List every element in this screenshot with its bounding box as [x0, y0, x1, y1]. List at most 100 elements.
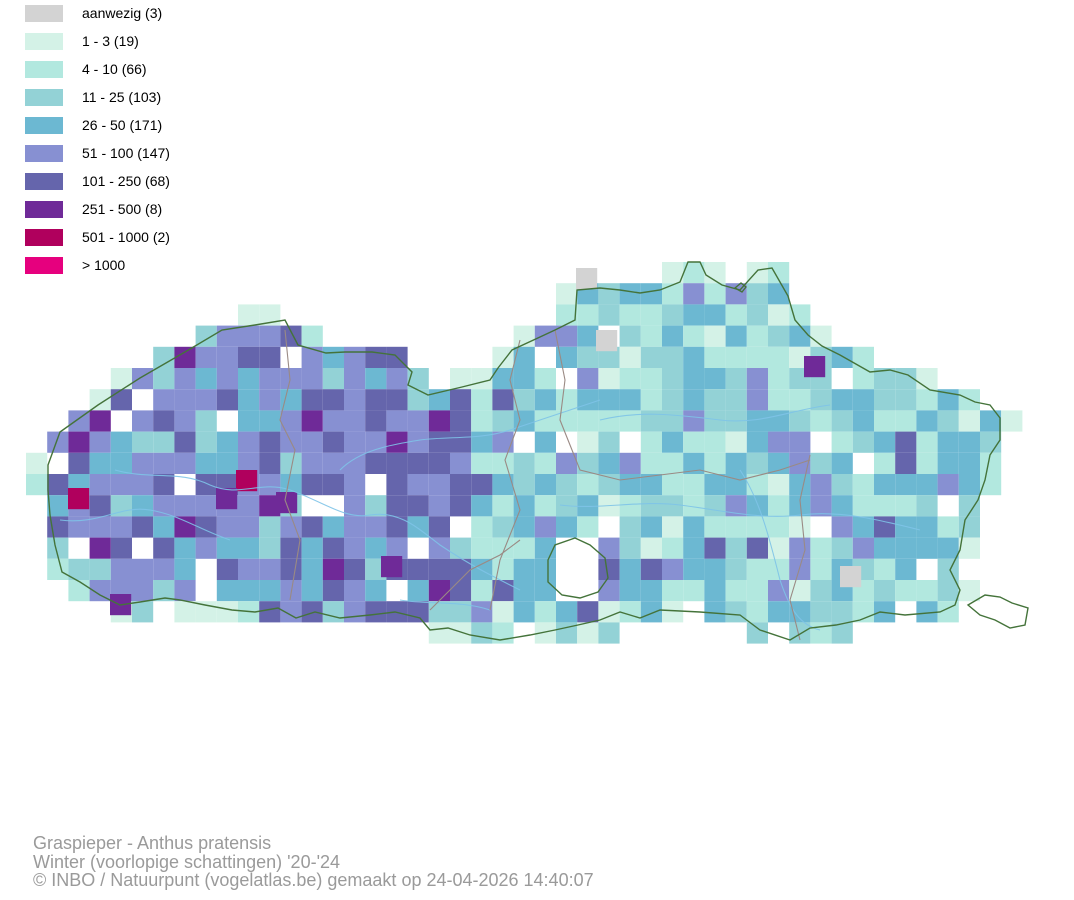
grid-cell — [640, 389, 662, 411]
grid-cell — [280, 389, 302, 411]
grid-cell — [195, 431, 217, 453]
grid-cell — [746, 495, 768, 517]
legend-label: aanwezig (3) — [82, 5, 163, 21]
grid-cell — [831, 516, 853, 538]
grid-cell — [259, 431, 281, 453]
grid-cell — [344, 601, 366, 623]
grid-cell — [89, 452, 111, 474]
grid-cell — [640, 537, 662, 559]
grid-cell — [492, 516, 514, 538]
grid-cell — [110, 452, 132, 474]
grid-cell — [471, 601, 493, 623]
grid-cell — [110, 537, 132, 559]
river — [339, 399, 601, 471]
grid-cell — [937, 452, 959, 474]
grid-cell — [195, 537, 217, 559]
grid-cell — [471, 474, 493, 496]
grid-cell — [238, 325, 260, 347]
grid-cell — [216, 537, 238, 559]
grid-cell — [768, 495, 790, 517]
grid-cell — [937, 516, 959, 538]
grid-cell — [450, 474, 472, 496]
grid-cell — [683, 283, 705, 305]
grid-cell — [174, 452, 196, 474]
grid-cell — [895, 452, 917, 474]
grid-cell — [280, 452, 302, 474]
grid-cell — [365, 601, 387, 623]
grid-cell — [132, 580, 154, 602]
grid-cell — [68, 452, 90, 474]
grid-cell — [852, 410, 874, 432]
legend-label: 501 - 1000 (2) — [82, 229, 170, 245]
grid-cell — [556, 389, 578, 411]
grid-cell — [725, 304, 747, 326]
grid-cell — [26, 474, 48, 496]
grid-cell — [322, 431, 344, 453]
grid-cell — [768, 389, 790, 411]
grid-cell — [89, 431, 111, 453]
region-border — [47, 261, 1029, 641]
grid-cell — [662, 262, 684, 284]
grid-cell — [492, 431, 514, 453]
grid-cell — [725, 558, 747, 580]
grid-cell — [768, 474, 790, 496]
grid-cell — [344, 558, 366, 580]
grid-cell — [492, 410, 514, 432]
grid-cell — [725, 537, 747, 559]
grid-cell — [768, 262, 790, 284]
district-boundary — [279, 329, 301, 601]
grid-cell — [598, 601, 620, 623]
grid-cell — [216, 601, 238, 623]
grid-cell — [598, 558, 620, 580]
grid-cell — [471, 558, 493, 580]
grid-cell — [153, 452, 175, 474]
grid-cell — [789, 622, 811, 644]
grid-cell — [640, 304, 662, 326]
grid-cell — [810, 558, 832, 580]
grid-cell — [810, 601, 832, 623]
grid-cell — [874, 537, 896, 559]
grid-cell — [174, 537, 196, 559]
grid-cell — [937, 601, 959, 623]
grid-cell — [852, 389, 874, 411]
grid-cell — [301, 452, 323, 474]
grid-cell — [598, 452, 620, 474]
grid-cell — [301, 516, 323, 538]
grid-cell — [534, 558, 556, 580]
grid-cell — [683, 389, 705, 411]
grid-cell — [619, 410, 641, 432]
grid-cell — [789, 474, 811, 496]
grid-cell — [174, 410, 196, 432]
grid-cell — [471, 368, 493, 390]
grid-cell — [513, 368, 535, 390]
grid-cell — [513, 495, 535, 517]
grid-cell — [301, 474, 323, 496]
grid-cell — [852, 516, 874, 538]
grid-cell — [662, 558, 684, 580]
grid-cell — [831, 346, 853, 368]
grid-cell — [450, 537, 472, 559]
grid-cell — [916, 410, 938, 432]
grid-cell — [577, 474, 599, 496]
grid-cell — [534, 389, 556, 411]
grid-cell — [238, 516, 260, 538]
grid-cell — [301, 537, 323, 559]
grid-cell — [895, 558, 917, 580]
grid-cell — [301, 368, 323, 390]
grid-cell — [640, 516, 662, 538]
grid-cell — [365, 368, 387, 390]
grid-cell — [471, 622, 493, 644]
legend-swatch — [25, 117, 63, 134]
grid-cell — [598, 368, 620, 390]
river — [59, 508, 231, 541]
district-boundaries — [279, 329, 811, 641]
grid-cell — [195, 346, 217, 368]
grid-cell — [725, 431, 747, 453]
grid-cell — [916, 516, 938, 538]
grid-cell — [365, 452, 387, 474]
grid-cell — [980, 410, 1002, 432]
grid-cell — [1001, 410, 1023, 432]
grid-cell — [89, 495, 111, 517]
legend-swatch — [25, 229, 63, 246]
grid-cell — [68, 580, 90, 602]
